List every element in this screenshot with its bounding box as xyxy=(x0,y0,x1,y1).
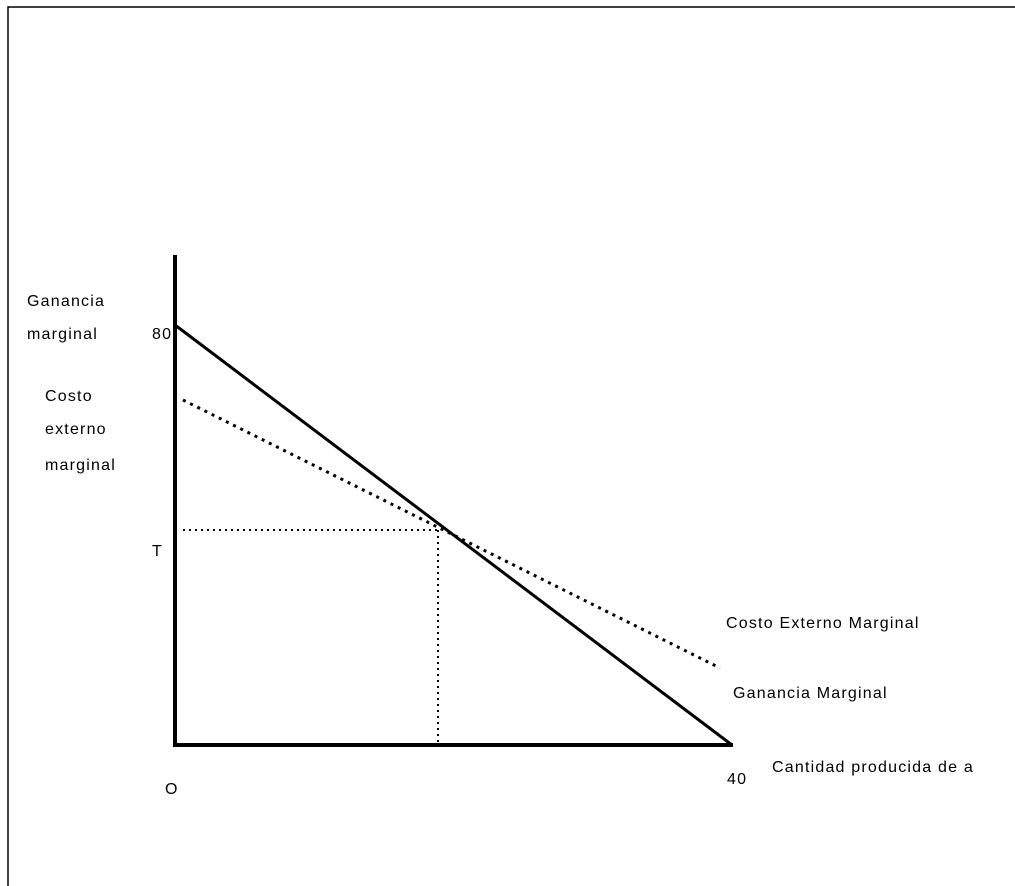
y-label-2: externo xyxy=(45,421,107,438)
curve-label: Ganancia Marginal xyxy=(733,685,888,702)
tax-label: T xyxy=(152,543,163,560)
frame xyxy=(7,6,1015,886)
y-label: Ganancia xyxy=(27,293,105,310)
y-label-2: marginal xyxy=(45,457,116,474)
curve-label: Costo Externo Marginal xyxy=(726,615,920,632)
y-label: marginal xyxy=(27,326,98,343)
x-label: Cantidad producida de a xyxy=(772,759,974,776)
y-label-2: Costo xyxy=(45,388,93,405)
y-intercept: 80 xyxy=(152,326,172,343)
origin-label: O xyxy=(165,781,179,798)
x-intercept: 40 xyxy=(727,771,747,788)
marginal-gain-line xyxy=(174,323,733,747)
